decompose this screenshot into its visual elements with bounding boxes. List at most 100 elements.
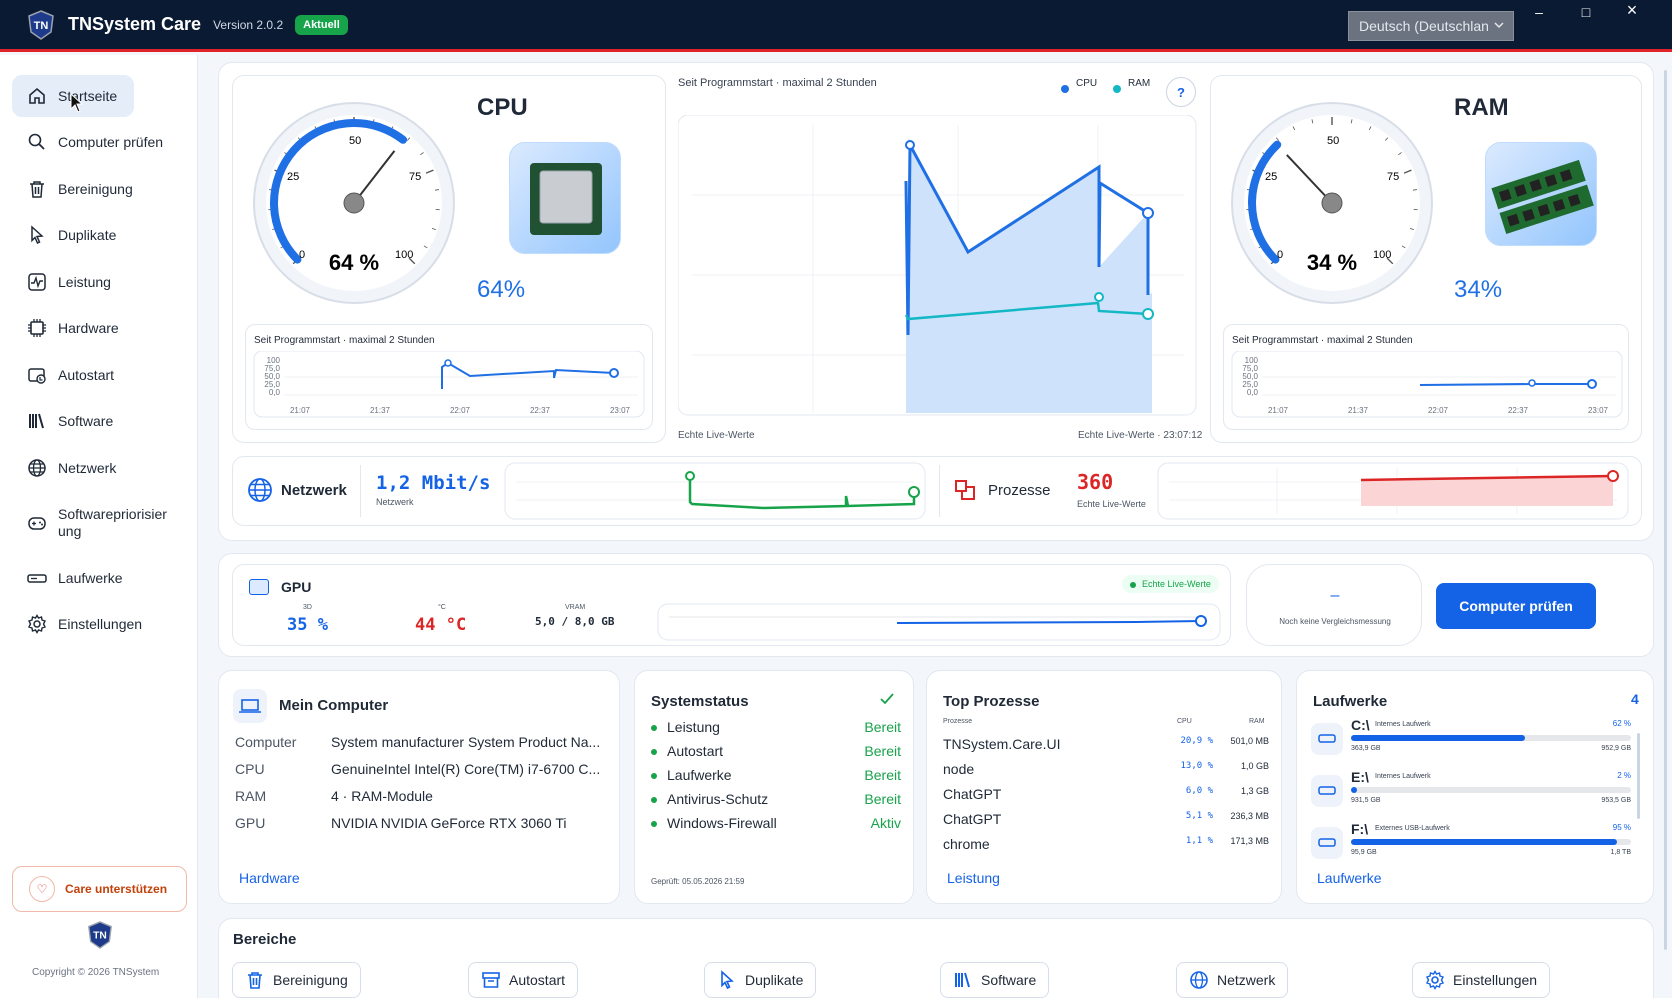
cpu-title: CPU bbox=[477, 94, 528, 121]
system-status-title: Systemstatus bbox=[651, 693, 749, 710]
area-software-button[interactable]: Software bbox=[940, 962, 1050, 998]
legend-cpu-swatch bbox=[1061, 85, 1069, 93]
area-label: Bereinigung bbox=[273, 972, 348, 988]
area-label: Duplikate bbox=[745, 972, 804, 988]
status-label: Laufwerke bbox=[667, 767, 732, 783]
table-row: TNSystem.Care.UI 20,9 % 501,0 MB bbox=[943, 736, 1269, 752]
sidebar-item-netzwerk[interactable]: Netzwerk bbox=[12, 447, 172, 489]
sidebar-item-computer-pruefen[interactable]: Computer prüfen bbox=[12, 121, 172, 163]
gpu-live-badge: Echte Live-Werte bbox=[1122, 575, 1219, 593]
close-button[interactable]: × bbox=[1626, 0, 1638, 20]
maximize-button[interactable]: □ bbox=[1581, 4, 1591, 20]
status-row: Laufwerke Bereit bbox=[651, 767, 901, 783]
hardware-link[interactable]: Hardware bbox=[239, 870, 300, 886]
check-computer-button[interactable]: Computer prüfen bbox=[1436, 583, 1596, 629]
scrollbar[interactable] bbox=[1637, 733, 1640, 819]
sidebar-item-laufwerke[interactable]: Laufwerke bbox=[12, 557, 172, 599]
drive-row[interactable]: F:\ Externes USB-Laufwerk 95 % 95,9 GB 1,8 T… bbox=[1311, 821, 1631, 867]
spec-row: GPU NVIDIA NVIDIA GeForce RTX 3060 Ti bbox=[235, 815, 567, 831]
spec-key: Computer bbox=[235, 734, 297, 750]
area-duplikate-button[interactable]: Duplikate bbox=[704, 962, 817, 998]
ram-mini-chart: 100 75,0 50,0 25,0 0,0 21:07 21:37 22:07… bbox=[1231, 351, 1623, 418]
top-processes-card: Top Prozesse Prozesse CPU RAM TNSystem.C… bbox=[926, 670, 1282, 904]
minimize-button[interactable]: – bbox=[1535, 4, 1543, 20]
gpu-3d-value: 35 % bbox=[287, 615, 328, 635]
spec-key: GPU bbox=[235, 815, 266, 831]
x-tick-label: 21:07 bbox=[290, 406, 311, 415]
sidebar-item-duplikate[interactable]: Duplikate bbox=[12, 214, 172, 256]
status-row: Autostart Bereit bbox=[651, 743, 901, 759]
process-name: node bbox=[943, 761, 975, 777]
sidebar-item-hardware[interactable]: Hardware bbox=[12, 307, 172, 349]
area-autostart-button[interactable]: Autostart bbox=[468, 962, 579, 998]
cursor-icon bbox=[717, 970, 737, 990]
system-status-card: Systemstatus Leistung Bereit Autostart Ber… bbox=[634, 670, 914, 904]
drives-card: Laufwerke 4 C:\ Internes Laufwerk 62 % 363,… bbox=[1296, 670, 1654, 904]
area-bereinigung-button[interactable]: Bereinigung bbox=[232, 962, 361, 998]
gauge-tick-label: 100 bbox=[1373, 249, 1391, 261]
support-button[interactable]: ♡ Care unterstützen bbox=[12, 866, 187, 912]
drive-free: 363,9 GB bbox=[1351, 745, 1381, 752]
sidebar-item-software[interactable]: Software bbox=[12, 400, 172, 442]
process-name: ChatGPT bbox=[943, 786, 1002, 802]
status-badge: Aktuell bbox=[295, 14, 348, 35]
drive-letter: F:\ bbox=[1351, 821, 1369, 837]
sidebar-item-autostart[interactable]: Autostart bbox=[12, 354, 172, 396]
chart-point bbox=[908, 486, 920, 498]
y-tick-label: 0,0 bbox=[269, 388, 281, 397]
area-label: Einstellungen bbox=[1453, 972, 1538, 988]
drive-row[interactable]: E:\ Internes Laufwerk 2 % 931,5 GB 953,5 GB bbox=[1311, 769, 1631, 815]
table-row: chrome 1,1 % 171,3 MB bbox=[943, 836, 1269, 852]
footer-logo-icon: TN bbox=[86, 921, 114, 954]
drive-type: Internes Laufwerk bbox=[1375, 773, 1431, 780]
chart-footer-left: Echte Live-Werte bbox=[678, 430, 755, 441]
sidebar-item-leistung[interactable]: Leistung bbox=[12, 261, 172, 303]
drive-row[interactable]: C:\ Internes Laufwerk 62 % 363,9 GB 952,9 GB bbox=[1311, 717, 1631, 763]
sidebar-item-bereinigung[interactable]: Bereinigung bbox=[12, 168, 172, 210]
chart-point bbox=[685, 471, 695, 481]
drives-link[interactable]: Laufwerke bbox=[1317, 870, 1382, 886]
area-netzwerk-button[interactable]: Netzwerk bbox=[1176, 962, 1289, 998]
sidebar-item-label: Software bbox=[58, 413, 114, 429]
chart-point bbox=[1142, 207, 1154, 219]
process-name: ChatGPT bbox=[943, 811, 1002, 827]
sidebar-item-label: Netzwerk bbox=[58, 460, 117, 476]
drives-count: 4 bbox=[1631, 691, 1639, 707]
spec-value: 4 · RAM-Module bbox=[331, 788, 433, 804]
cpu-mini-chart: 100 75,0 50,0 25,0 0,0 21:07 21:37 22:07… bbox=[253, 351, 645, 418]
status-value: Aktiv bbox=[870, 815, 901, 831]
ram-history-caption: Seit Programmstart · maximal 2 Stunden bbox=[1232, 335, 1413, 346]
sidebar-item-label: Startseite bbox=[58, 88, 118, 104]
y-tick-label: 100 bbox=[267, 356, 281, 365]
performance-link[interactable]: Leistung bbox=[947, 870, 1000, 886]
sidebar-item-einstellungen[interactable]: Einstellungen bbox=[12, 603, 172, 645]
gear-icon bbox=[1425, 970, 1445, 990]
ram-panel: 0 25 50 75 100 34 % RAM 34% Seit Program… bbox=[1210, 75, 1642, 443]
ram-title: RAM bbox=[1454, 94, 1509, 121]
process-cpu: 1,1 % bbox=[1185, 836, 1213, 846]
drive-usage-bar bbox=[1351, 839, 1631, 845]
status-label: Leistung bbox=[667, 719, 720, 735]
gpu-3d-label: 3D bbox=[303, 604, 312, 611]
ram-module-icon bbox=[1485, 142, 1597, 246]
help-button[interactable]: ? bbox=[1166, 77, 1196, 107]
gauge-tick-label: 25 bbox=[1265, 171, 1277, 183]
mouse-cursor-icon bbox=[70, 92, 84, 118]
gear-icon bbox=[26, 613, 48, 635]
language-select[interactable]: Deutsch (Deutschlan bbox=[1348, 11, 1514, 41]
sidebar-item-label: Einstellungen bbox=[58, 616, 143, 632]
sidebar-item-softwarepriorisierung[interactable]: Softwarepriorisier ung bbox=[12, 495, 192, 551]
status-row: Leistung Bereit bbox=[651, 719, 901, 735]
drive-total: 953,5 GB bbox=[1601, 797, 1631, 804]
ram-series-line bbox=[904, 301, 1149, 321]
chart-point bbox=[1587, 379, 1597, 389]
ram-mini-line bbox=[1419, 383, 1592, 386]
x-tick-label: 21:37 bbox=[370, 406, 391, 415]
area-einstellungen-button[interactable]: Einstellungen bbox=[1412, 962, 1551, 998]
gamepad-icon bbox=[26, 512, 48, 534]
status-label: Autostart bbox=[667, 743, 724, 759]
compare-value: – bbox=[1330, 587, 1340, 604]
column-header: CPU bbox=[1177, 718, 1192, 725]
gpu-chart bbox=[657, 603, 1221, 641]
page-scrollbar[interactable] bbox=[1664, 70, 1667, 950]
